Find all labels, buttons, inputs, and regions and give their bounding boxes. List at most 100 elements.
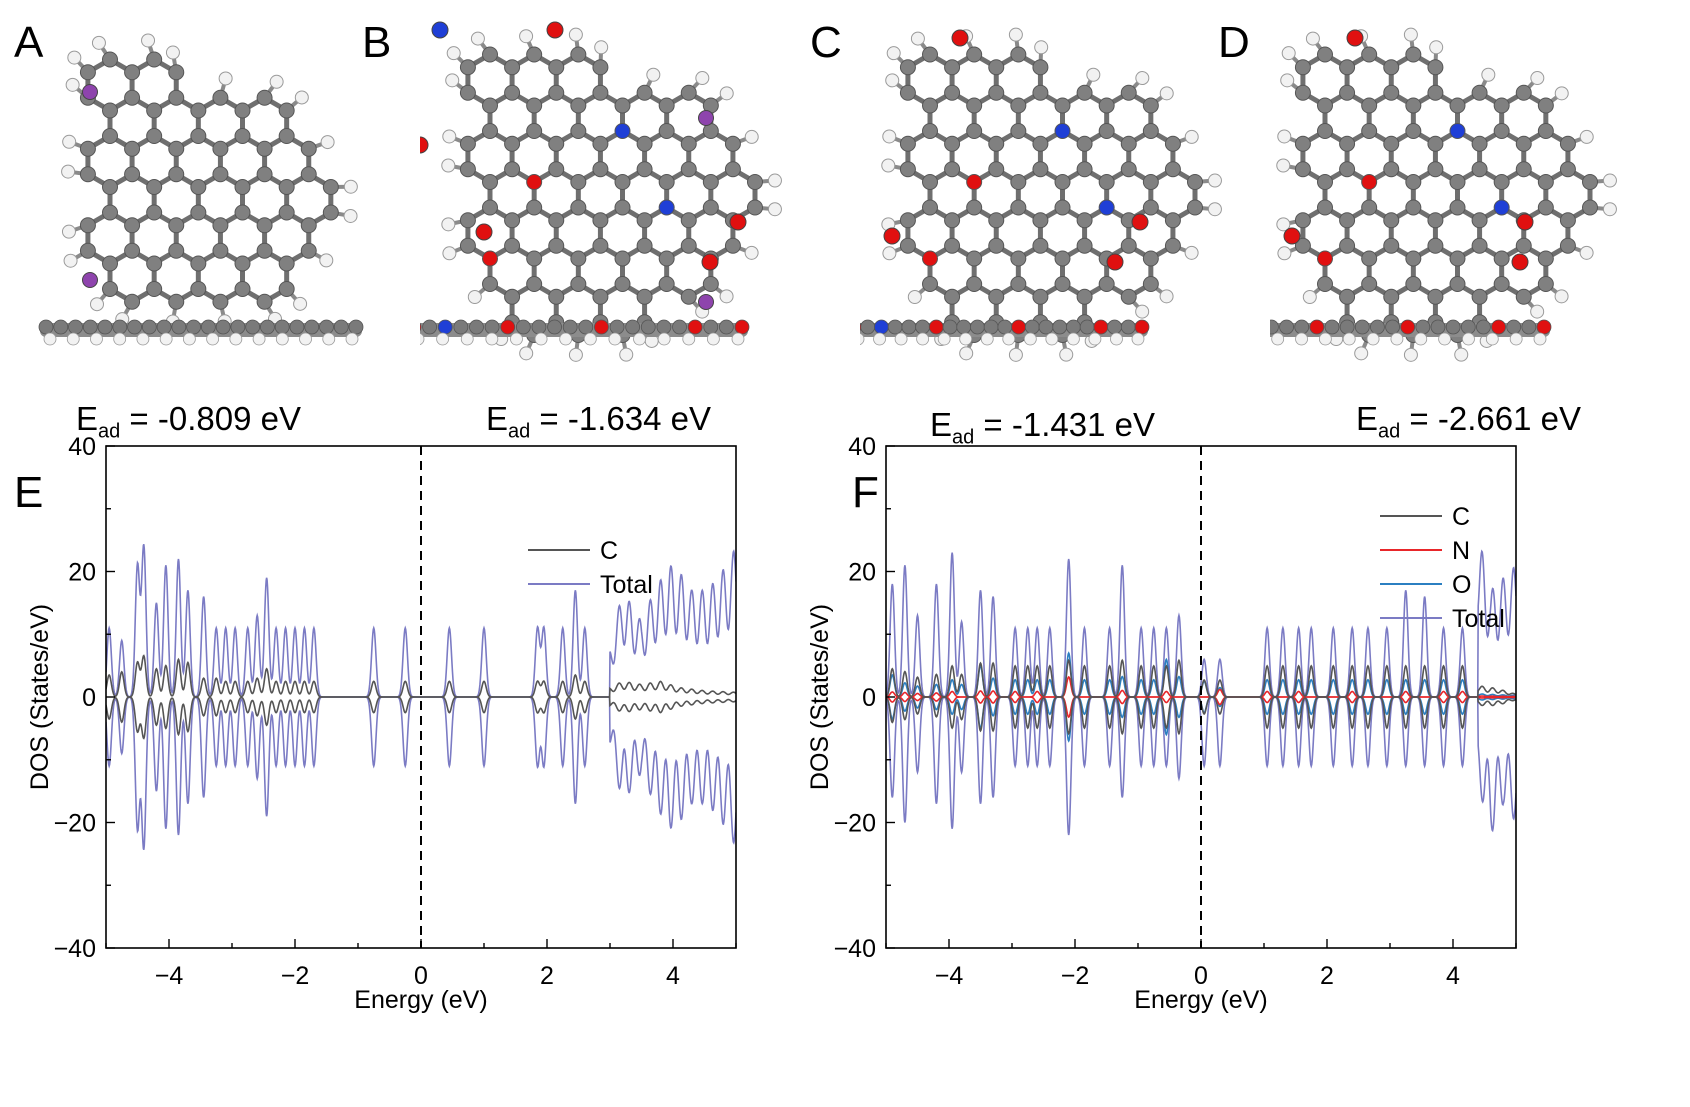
oxygen-atom xyxy=(701,253,719,271)
side-hydrogen xyxy=(43,332,57,346)
ead-value: = -2.661 eV xyxy=(1400,400,1581,437)
hydrogen-atom xyxy=(1281,46,1296,61)
y-tick-label: −40 xyxy=(54,935,96,963)
atom-group xyxy=(61,33,358,329)
oxygen-atom xyxy=(546,21,564,39)
carbon-atom xyxy=(988,135,1005,152)
side-view xyxy=(860,319,1150,346)
side-atom xyxy=(1279,319,1294,335)
side-atom xyxy=(1134,319,1150,335)
side-hydrogen xyxy=(1366,332,1380,346)
carbon-atom xyxy=(1294,212,1311,229)
side-atom xyxy=(562,319,578,335)
carbon-atom xyxy=(1054,199,1071,216)
carbon-atom xyxy=(1471,84,1488,101)
carbon-atom xyxy=(1294,237,1311,254)
carbon-atom xyxy=(570,174,587,190)
legend-label-c: C xyxy=(600,537,618,565)
carbon-atom xyxy=(1515,84,1532,101)
carbon-atom xyxy=(124,293,141,310)
hydrogen-atom xyxy=(1277,246,1292,261)
hydrogen-atom xyxy=(343,179,358,194)
carbon-atom xyxy=(234,204,251,221)
carbon-atom xyxy=(966,276,983,292)
carbon-atom xyxy=(1559,135,1576,152)
side-atom xyxy=(289,319,305,335)
carbon-atom xyxy=(1098,123,1115,139)
oxygen-atom xyxy=(1516,213,1534,231)
hydrogen-atom xyxy=(89,297,104,312)
carbon-atom xyxy=(944,288,961,305)
side-atom xyxy=(127,319,142,335)
carbon-atom xyxy=(1120,135,1137,152)
carbon-atom xyxy=(1120,237,1137,254)
side-atom xyxy=(1309,319,1325,335)
hydrogen-atom xyxy=(63,253,78,268)
carbon-atom xyxy=(1098,276,1115,292)
hydrogen-atom xyxy=(1086,67,1101,82)
side-hydrogen xyxy=(1390,332,1404,346)
carbon-atom xyxy=(1361,199,1378,216)
carbon-atom xyxy=(300,242,317,259)
carbon-atom xyxy=(102,255,118,272)
legend-label-c: C xyxy=(1452,503,1470,531)
nitrogen-atom xyxy=(658,199,675,216)
carbon-atom xyxy=(614,199,631,216)
carbon-atom xyxy=(1471,288,1488,305)
molecule-a-illustration xyxy=(38,33,364,346)
hydrogen-atom xyxy=(1184,245,1199,260)
carbon-atom xyxy=(482,97,498,114)
x-tick-label: −2 xyxy=(281,962,310,990)
side-atom xyxy=(333,319,349,335)
carbon-atom xyxy=(988,59,1005,76)
carbon-atom xyxy=(256,217,273,234)
y-tick-label: 20 xyxy=(68,559,96,587)
carbon-atom xyxy=(212,89,229,106)
carbon-atom xyxy=(1294,161,1311,178)
carbon-atom xyxy=(1098,97,1115,114)
carbon-atom xyxy=(747,174,764,190)
carbon-atom xyxy=(1537,123,1554,139)
carbon-atom xyxy=(988,288,1005,305)
hydrogen-atom xyxy=(1403,27,1418,42)
carbon-atom xyxy=(1187,174,1204,190)
side-hydrogen xyxy=(873,332,886,346)
carbon-atom xyxy=(1054,97,1071,114)
hydrogen-atom xyxy=(1207,202,1222,217)
hydrogen-atom xyxy=(218,71,233,86)
carbon-atom xyxy=(482,123,498,139)
carbon-atom xyxy=(1142,174,1159,190)
side-atom xyxy=(594,319,609,335)
hydrogen-atom xyxy=(441,217,456,232)
carbon-atom xyxy=(212,217,229,234)
carbon-atom xyxy=(548,237,565,254)
adsorption-energy-a: Ead = -0.809 eV xyxy=(76,400,301,444)
carbon-atom xyxy=(124,64,141,81)
side-hydrogen xyxy=(731,332,745,346)
carbon-atom xyxy=(212,140,229,157)
hydrogen-atom xyxy=(1277,129,1292,144)
side-hydrogen xyxy=(1023,332,1037,346)
carbon-atom xyxy=(1361,123,1378,139)
side-hydrogen xyxy=(1131,332,1145,346)
side-hydrogen xyxy=(1110,332,1123,346)
potassium-atom xyxy=(82,272,98,288)
carbon-atom xyxy=(899,59,916,76)
hydrogen-atom xyxy=(1481,67,1496,82)
hydrogen-atom xyxy=(65,77,80,92)
oxygen-atom xyxy=(922,250,938,267)
carbon-atom xyxy=(1405,97,1422,114)
hydrogen-atom xyxy=(1276,217,1291,232)
carbon-atom xyxy=(1361,46,1378,63)
hydrogen-atom xyxy=(293,296,308,311)
y-tick-label: 0 xyxy=(82,684,96,712)
carbon-atom xyxy=(124,89,141,106)
side-hydrogen xyxy=(113,332,127,346)
side-hydrogen xyxy=(1271,332,1285,346)
side-atom xyxy=(260,319,275,335)
carbon-atom xyxy=(79,166,96,183)
ead-subscript: ad xyxy=(508,420,531,443)
oxygen-atom xyxy=(1131,213,1149,231)
carbon-atom xyxy=(680,212,697,229)
